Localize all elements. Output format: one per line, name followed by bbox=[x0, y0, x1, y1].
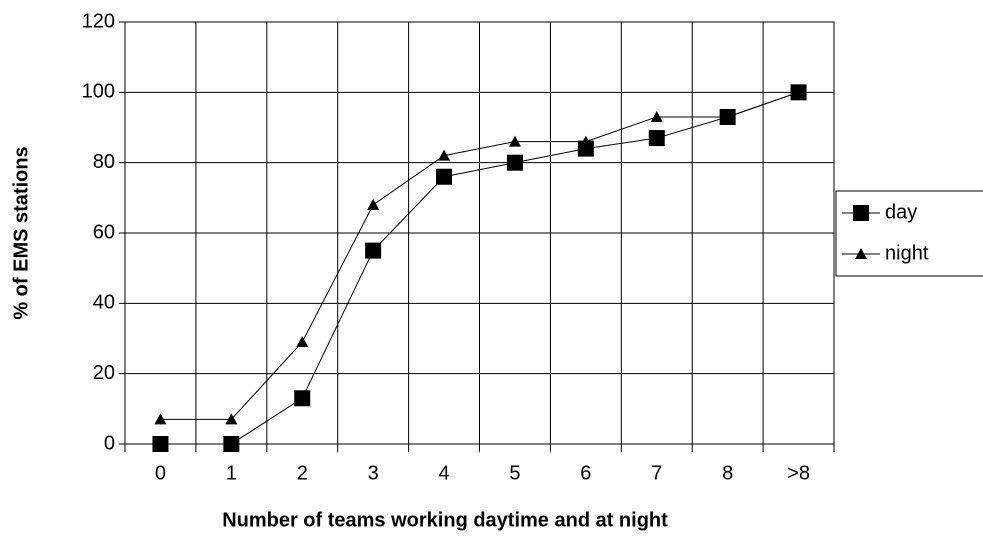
data-point bbox=[648, 130, 665, 147]
x-tick-label: 1 bbox=[226, 462, 237, 484]
series-line bbox=[160, 91, 799, 420]
y-axis-label: % of EMS stations bbox=[10, 146, 32, 319]
y-tick-label: 100 bbox=[82, 81, 115, 103]
data-point bbox=[152, 436, 169, 452]
legend-label: night bbox=[885, 242, 929, 264]
x-tick-label: 5 bbox=[509, 462, 520, 484]
y-tick-label: 60 bbox=[93, 221, 115, 243]
data-point bbox=[365, 242, 382, 259]
data-point bbox=[438, 149, 451, 161]
x-tick-label: >8 bbox=[787, 462, 810, 484]
data-point bbox=[154, 413, 167, 425]
x-tick-label: 6 bbox=[580, 462, 591, 484]
y-tick-label: 0 bbox=[104, 432, 115, 454]
data-point bbox=[367, 198, 380, 210]
data-point bbox=[223, 436, 240, 452]
series-line bbox=[160, 91, 799, 445]
legend-label: day bbox=[885, 201, 917, 223]
data-point bbox=[721, 110, 734, 122]
data-point bbox=[508, 135, 521, 147]
y-tick-label: 80 bbox=[93, 151, 115, 173]
legend-marker bbox=[853, 205, 869, 221]
x-tick-label: 8 bbox=[722, 462, 733, 484]
y-tick-label: 120 bbox=[82, 10, 115, 32]
y-tick-label: 20 bbox=[93, 362, 115, 384]
x-tick-label: 0 bbox=[155, 462, 166, 484]
legend-marker bbox=[855, 248, 867, 259]
data-point bbox=[506, 154, 523, 171]
y-tick-label: 40 bbox=[93, 292, 115, 314]
data-point bbox=[579, 135, 592, 147]
data-point bbox=[225, 413, 238, 425]
data-point bbox=[650, 110, 663, 122]
x-tick-label: 2 bbox=[297, 462, 308, 484]
x-tick-label: 7 bbox=[651, 462, 662, 484]
data-point bbox=[792, 86, 805, 98]
data-point bbox=[436, 168, 453, 185]
x-tick-label: 4 bbox=[438, 462, 449, 484]
data-point bbox=[296, 336, 309, 348]
x-axis-label: Number of teams working daytime and at n… bbox=[222, 509, 668, 531]
x-tick-label: 3 bbox=[368, 462, 379, 484]
data-point bbox=[294, 390, 311, 407]
